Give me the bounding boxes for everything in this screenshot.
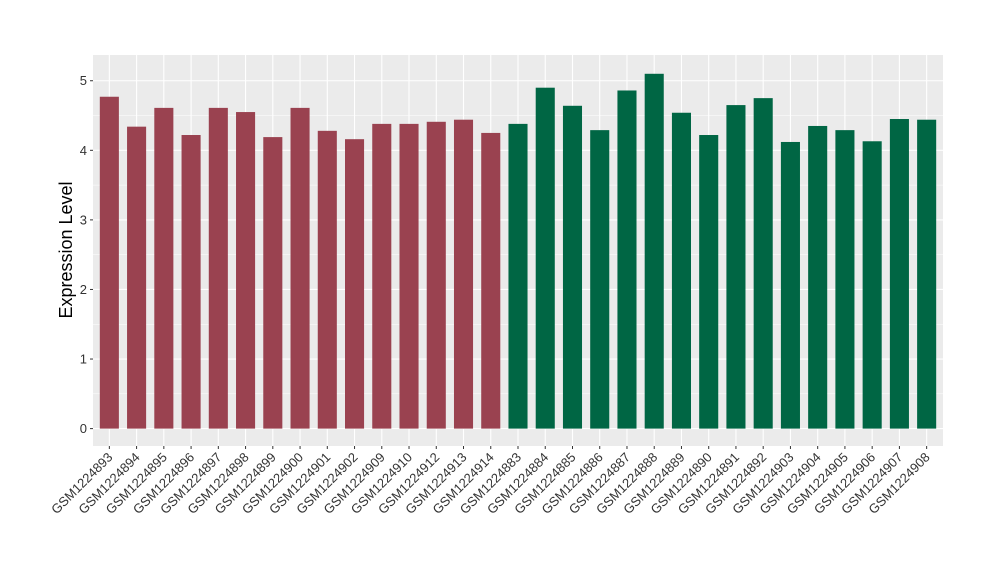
bar-GSM1224889 — [671, 112, 691, 429]
bar-GSM1224906 — [862, 141, 882, 429]
bar-GSM1224912 — [426, 121, 446, 429]
y-tick-label: 1 — [80, 352, 87, 367]
x-axis: GSM1224893GSM1224894GSM1224895GSM1224896… — [48, 446, 933, 517]
bar-GSM1224913 — [453, 119, 474, 429]
bar-GSM1224894 — [127, 126, 147, 429]
bar-GSM1224908 — [917, 119, 937, 429]
bar-GSM1224893 — [99, 96, 119, 429]
bar-GSM1224914 — [481, 132, 501, 429]
y-axis: 0 1 2 3 4 5 — [80, 73, 93, 436]
bar-GSM1224895 — [154, 107, 174, 429]
y-tick-label: 3 — [80, 212, 87, 227]
bar-GSM1224892 — [753, 98, 773, 429]
bars — [99, 73, 937, 429]
bar-GSM1224904 — [808, 125, 828, 429]
bar-GSM1224890 — [699, 135, 719, 429]
bar-GSM1224901 — [317, 130, 337, 429]
bar-GSM1224898 — [236, 112, 256, 429]
bar-GSM1224909 — [372, 123, 392, 429]
y-tick-label: 2 — [80, 282, 87, 297]
bar-GSM1224886 — [590, 130, 610, 429]
bar-GSM1224887 — [617, 90, 637, 429]
bar-GSM1224884 — [535, 87, 555, 429]
y-tick-label: 0 — [80, 421, 87, 436]
bar-GSM1224897 — [208, 107, 228, 429]
bar-GSM1224900 — [290, 107, 310, 429]
bar-GSM1224907 — [889, 119, 909, 429]
y-tick-label: 5 — [80, 73, 87, 88]
bar-GSM1224883 — [508, 123, 528, 429]
bar-GSM1224902 — [345, 139, 365, 429]
bar-GSM1224910 — [399, 123, 419, 429]
y-tick-label: 4 — [80, 143, 87, 158]
bar-GSM1224899 — [263, 137, 283, 429]
bar-GSM1224888 — [644, 73, 664, 429]
bar-GSM1224885 — [562, 105, 583, 429]
bar-GSM1224891 — [726, 105, 746, 429]
bar-GSM1224905 — [835, 130, 855, 429]
bar-GSM1224896 — [181, 135, 201, 429]
y-axis-title: Expression Level — [56, 181, 76, 318]
bar-GSM1224903 — [780, 141, 800, 429]
